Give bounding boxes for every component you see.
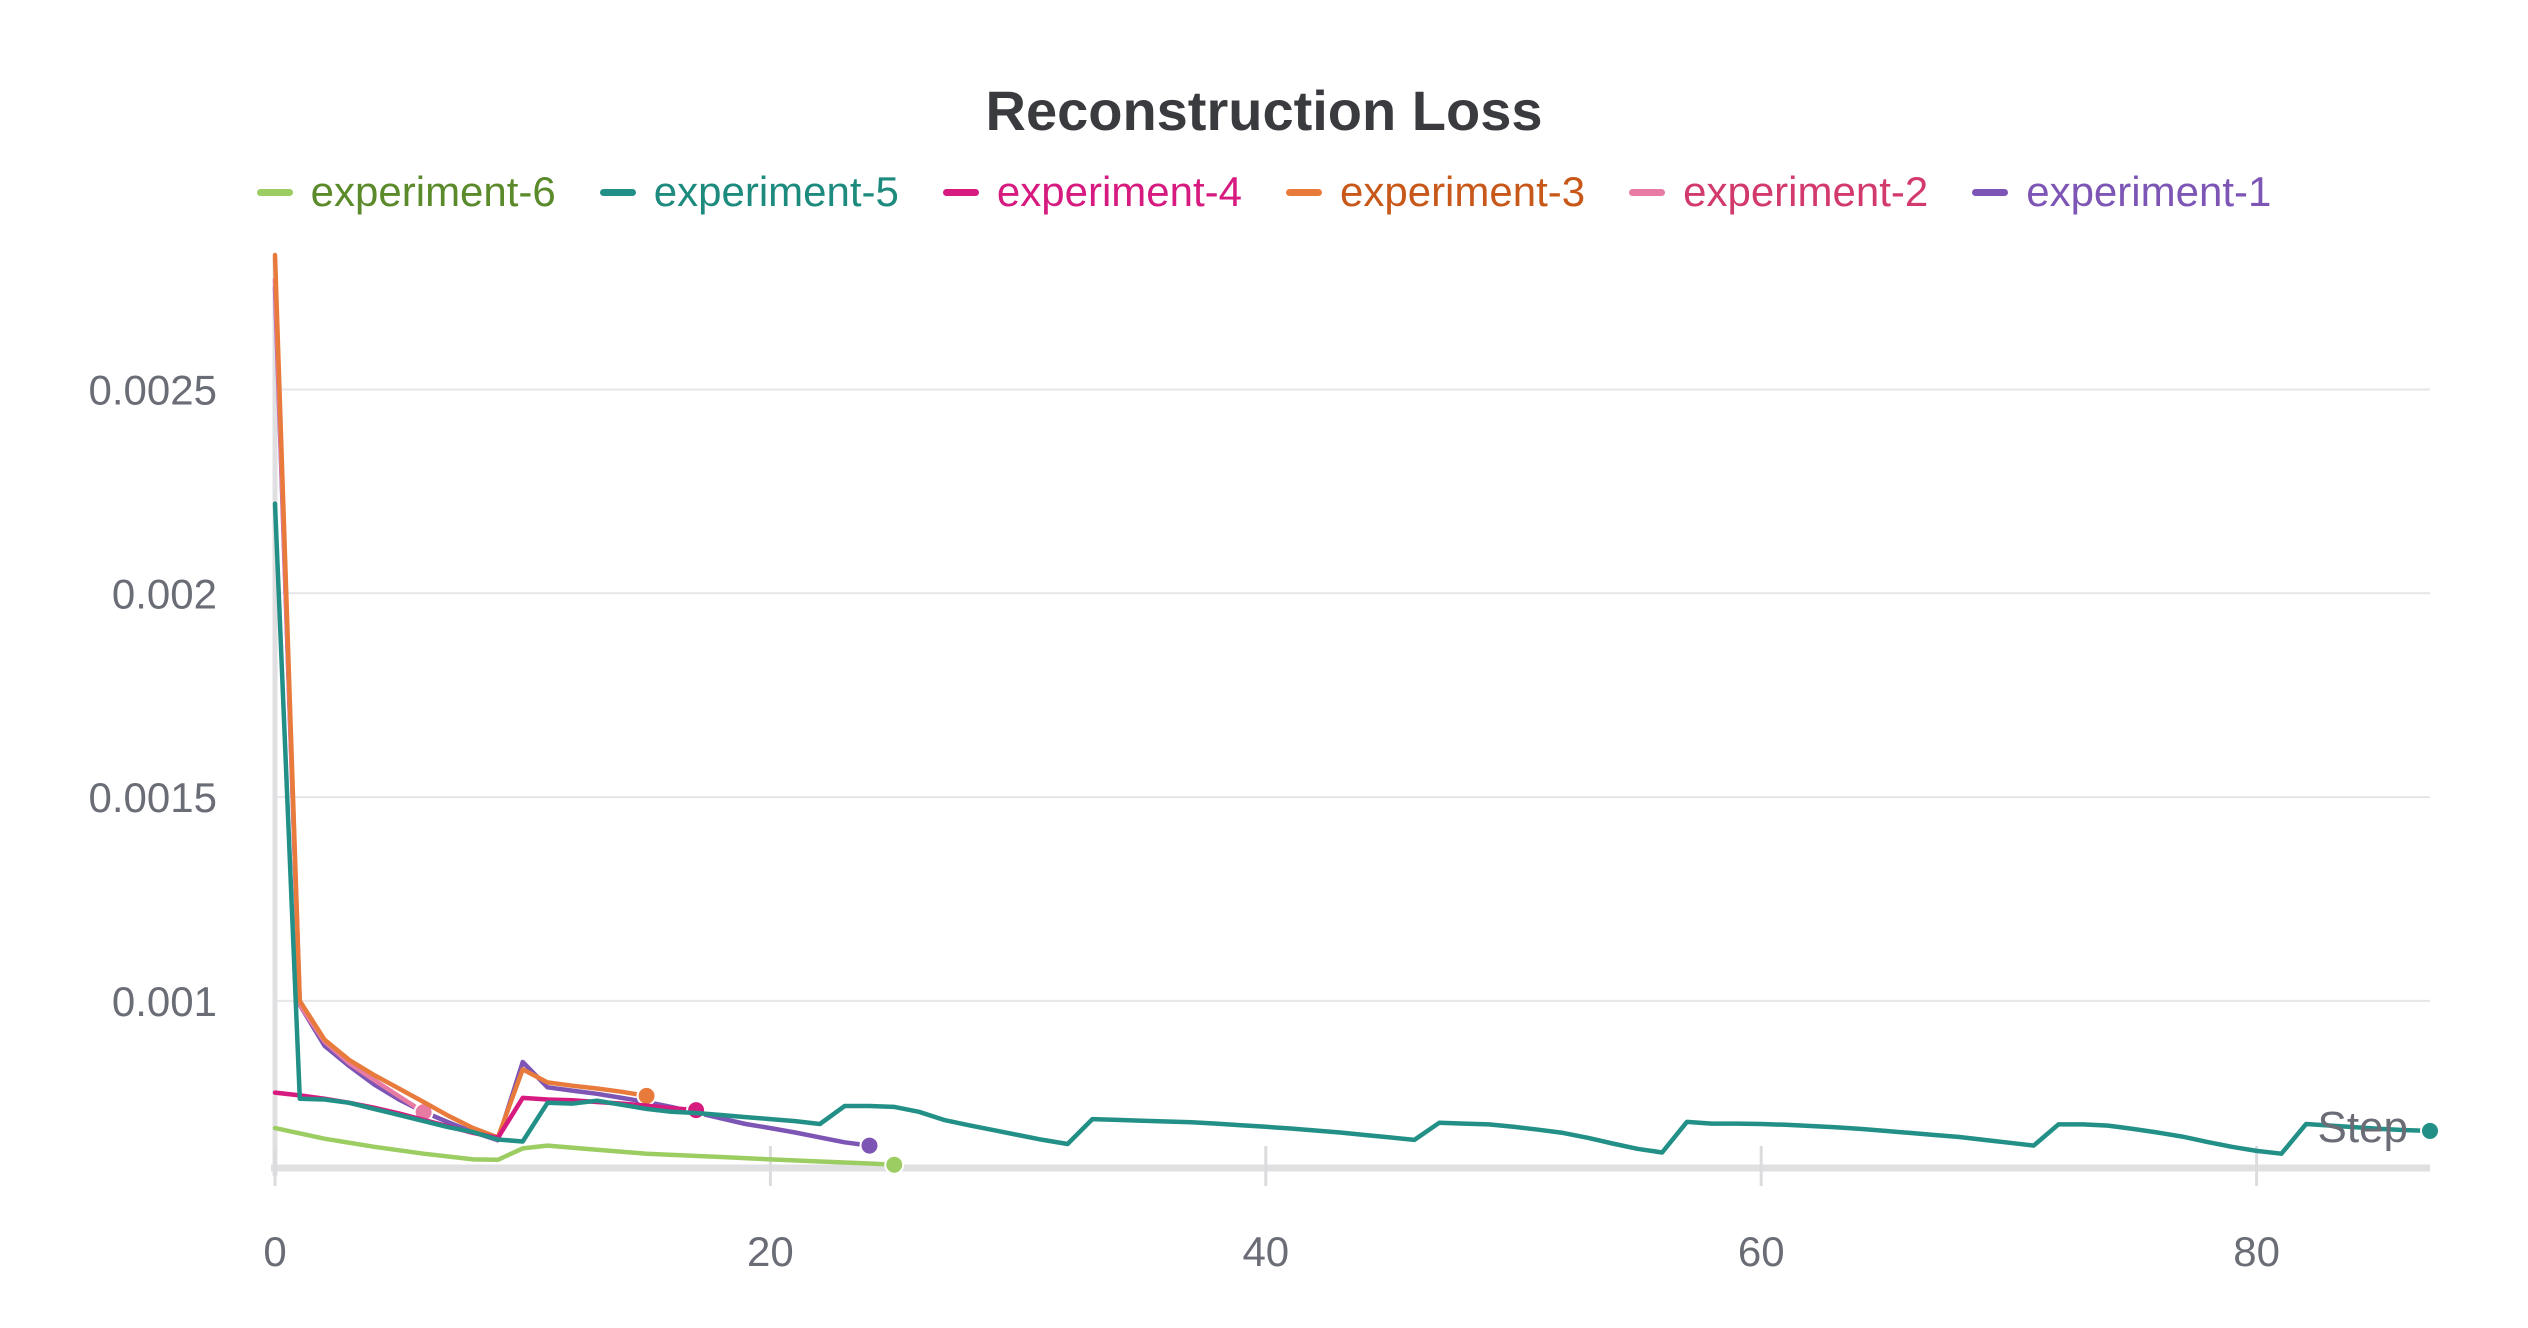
x-tick-label: 0 [263,1228,286,1275]
chart-title: Reconstruction Loss [985,79,1543,142]
series-endpoint-experiment-1 [859,1135,880,1156]
legend: experiment-6 experiment-5 experiment-4 expe… [0,168,2528,216]
x-tick-label: 40 [1242,1228,1289,1275]
series-endpoint-experiment-6 [884,1154,905,1175]
x-axis-title: Step [2317,1103,2408,1152]
series-endpoint-experiment-3 [636,1085,657,1106]
series-line-experiment-6 [272,1125,897,1167]
y-tick-label: 0.002 [112,570,217,617]
legend-swatch [1286,188,1322,196]
y-tick-label: 0.0015 [89,774,217,821]
legend-item-experiment-3[interactable]: experiment-3 [1286,168,1585,216]
x-tick-label: 60 [1738,1228,1785,1275]
legend-item-experiment-1[interactable]: experiment-1 [1972,168,2271,216]
x-tick-label: 20 [747,1228,794,1275]
legend-label: experiment-5 [653,168,899,215]
legend-item-experiment-4[interactable]: experiment-4 [942,168,1242,216]
legend-label: experiment-3 [1340,168,1586,215]
series-line-experiment-1 [272,285,872,1148]
series-endpoint-experiment-4 [686,1100,707,1121]
y-tick-label: 0.0025 [89,367,217,414]
legend-label: experiment-6 [310,168,556,215]
legend-swatch [1972,188,2009,196]
legend-item-experiment-6[interactable]: experiment-6 [256,168,556,216]
legend-label: experiment-1 [2026,168,2272,215]
legend-swatch [599,188,636,196]
legend-swatch [1629,188,1666,196]
series-line-experiment-5 [272,501,2433,1156]
series-endpoint-experiment-5 [2420,1120,2440,1141]
legend-swatch [942,188,979,196]
legend-item-experiment-5[interactable]: experiment-5 [599,168,899,216]
legend-label: experiment-2 [1683,168,1929,215]
legend-swatch [256,188,293,196]
series-line-experiment-3 [272,252,649,1140]
x-tick-label: 80 [2233,1228,2280,1275]
legend-label: experiment-4 [996,168,1242,215]
y-tick-label: 0.001 [112,978,217,1025]
legend-item-experiment-2[interactable]: experiment-2 [1629,168,1928,216]
